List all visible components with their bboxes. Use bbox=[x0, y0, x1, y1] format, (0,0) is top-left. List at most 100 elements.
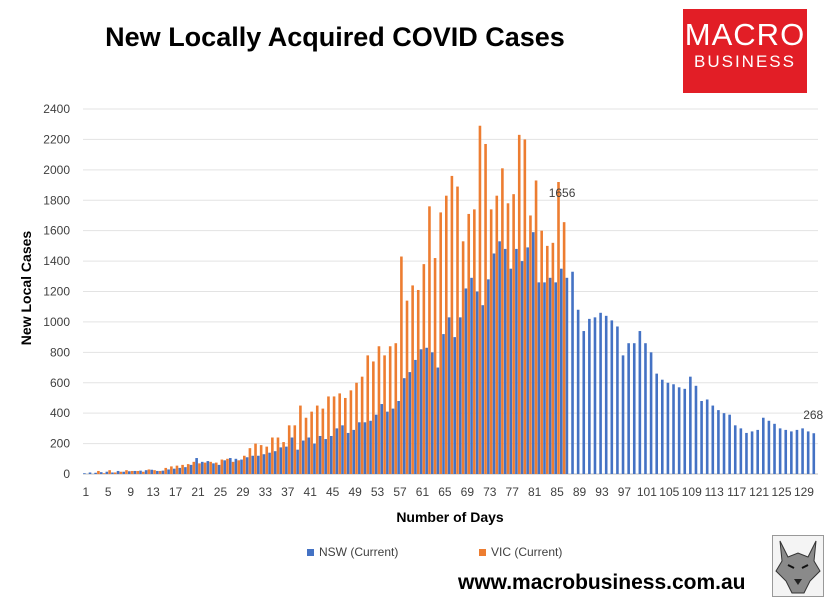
x-tick-labels: 1 5 9 13 17 21 25 29 33 37 41 45 49 53 57 61 65 69 73 77 81 8… bbox=[82, 485, 814, 499]
bar-nsw bbox=[537, 282, 541, 474]
bar-nsw bbox=[745, 432, 748, 474]
bar-vic bbox=[467, 213, 471, 474]
bar-vic bbox=[489, 209, 493, 474]
bar-vic bbox=[142, 471, 145, 474]
bar-nsw bbox=[296, 449, 299, 474]
bar-vic bbox=[282, 442, 285, 474]
bar-nsw bbox=[223, 460, 226, 474]
x-tick-label: 61 bbox=[416, 485, 430, 499]
x-tick-label: 13 bbox=[146, 485, 160, 499]
bar-nsw bbox=[189, 464, 193, 474]
bar-vic bbox=[304, 417, 308, 474]
x-tick-label: 57 bbox=[393, 485, 407, 499]
bar-nsw bbox=[778, 428, 782, 474]
bar-vic bbox=[130, 470, 134, 474]
bar-nsw bbox=[722, 413, 726, 474]
bar-vic bbox=[237, 460, 240, 474]
bar-nsw bbox=[425, 347, 428, 474]
bar-nsw bbox=[481, 305, 485, 474]
bar-nsw bbox=[548, 277, 552, 474]
bar-nsw bbox=[127, 471, 131, 474]
x-tick-label: 109 bbox=[682, 485, 702, 499]
bar-vic bbox=[220, 459, 224, 474]
bar-nsw bbox=[268, 452, 271, 474]
bar-nsw bbox=[167, 469, 170, 474]
bar-nsw bbox=[447, 317, 451, 474]
nsw-end-label: 268 bbox=[803, 408, 823, 422]
x-tick-label: 37 bbox=[281, 485, 295, 499]
x-tick-label: 33 bbox=[259, 485, 273, 499]
bar-nsw bbox=[543, 282, 546, 474]
bar-vic bbox=[243, 455, 246, 474]
bar-vic bbox=[422, 264, 426, 474]
bar-nsw bbox=[795, 429, 799, 474]
bar-vic bbox=[428, 206, 431, 475]
x-tick-label: 69 bbox=[461, 485, 475, 499]
vic-end-label: 1656 bbox=[549, 186, 576, 200]
x-tick-label: 81 bbox=[528, 485, 542, 499]
bar-nsw bbox=[806, 431, 810, 474]
bar-vic bbox=[405, 300, 409, 474]
bar-nsw bbox=[240, 459, 243, 474]
bar-nsw bbox=[397, 401, 400, 474]
bar-nsw bbox=[290, 437, 294, 474]
bar-nsw bbox=[374, 414, 378, 474]
y-tick-label: 200 bbox=[50, 437, 70, 451]
bar-nsw bbox=[414, 359, 417, 474]
y-tick-label: 1800 bbox=[43, 193, 70, 207]
bar-nsw bbox=[728, 414, 731, 474]
bar-nsw bbox=[178, 467, 182, 474]
bar-nsw bbox=[610, 320, 614, 474]
x-tick-label: 125 bbox=[772, 485, 792, 499]
legend-item-vic: VIC (Current) bbox=[479, 545, 562, 559]
bar-nsw bbox=[436, 367, 440, 474]
bar-nsw bbox=[621, 355, 625, 474]
bar-vic bbox=[377, 346, 381, 474]
bar-nsw bbox=[228, 458, 232, 474]
bar-nsw bbox=[767, 420, 771, 474]
bar-vic bbox=[315, 405, 319, 474]
bar-nsw bbox=[391, 408, 395, 474]
bar-nsw bbox=[380, 404, 384, 474]
bar-nsw bbox=[386, 411, 389, 474]
bar-nsw bbox=[329, 435, 333, 474]
bar-nsw bbox=[156, 470, 159, 474]
x-tick-label: 21 bbox=[191, 485, 205, 499]
bar-nsw bbox=[234, 458, 238, 474]
bar-vic bbox=[372, 361, 375, 474]
bar-nsw bbox=[576, 309, 580, 474]
bar-vic bbox=[119, 471, 123, 474]
bar-vic bbox=[517, 134, 521, 474]
bar-nsw bbox=[116, 470, 120, 474]
bar-vic bbox=[366, 355, 370, 474]
bar-nsw bbox=[616, 326, 619, 474]
bar-nsw bbox=[492, 253, 496, 474]
bar-vic bbox=[433, 258, 437, 474]
x-tick-label: 41 bbox=[304, 485, 318, 499]
bar-nsw bbox=[217, 464, 221, 474]
bar-nsw bbox=[419, 349, 423, 474]
bar-vic bbox=[231, 461, 235, 474]
bar-nsw bbox=[649, 352, 653, 474]
bar-nsw bbox=[430, 352, 434, 474]
bar-nsw bbox=[408, 372, 412, 474]
bar-vic bbox=[545, 245, 549, 474]
bar-nsw bbox=[161, 470, 165, 474]
bar-vic bbox=[411, 285, 414, 474]
bar-vic bbox=[175, 465, 179, 474]
legend-swatch-nsw bbox=[307, 548, 314, 556]
macro-business-logo: MACRO BUSINESS bbox=[683, 9, 807, 93]
bar-nsw bbox=[661, 379, 664, 474]
x-tick-label: 29 bbox=[236, 485, 250, 499]
bar-nsw bbox=[627, 343, 630, 474]
bar-nsw bbox=[475, 291, 479, 474]
bar-vic bbox=[456, 186, 459, 474]
bar-nsw bbox=[111, 472, 114, 474]
bar-nsw bbox=[453, 337, 457, 474]
y-tick-label: 2200 bbox=[43, 132, 70, 146]
bar-vic bbox=[551, 242, 555, 474]
bar-nsw bbox=[83, 473, 86, 474]
bar-vic bbox=[214, 462, 218, 474]
bar-nsw bbox=[565, 277, 569, 474]
